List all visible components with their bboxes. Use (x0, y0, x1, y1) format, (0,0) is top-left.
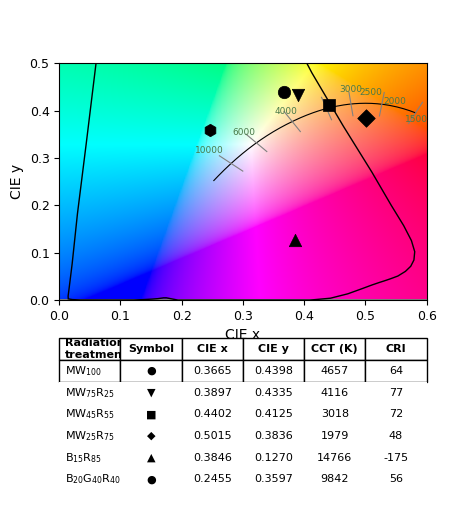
Text: 2500: 2500 (359, 88, 382, 97)
Point (325, 100, 333, 109)
X-axis label: CIE x: CIE x (225, 328, 261, 342)
Text: 4000: 4000 (275, 107, 298, 116)
Text: 2000: 2000 (384, 97, 407, 106)
Text: 3000: 3000 (340, 85, 363, 94)
Point (294, 90, 301, 99)
Text: 1500: 1500 (405, 115, 428, 124)
Point (280, 87, 287, 96)
Y-axis label: CIE y: CIE y (10, 164, 24, 199)
Point (206, 125, 213, 134)
Point (291, 236, 299, 244)
Text: 6000: 6000 (232, 128, 255, 137)
Point (363, 114, 370, 123)
Text: 10000: 10000 (194, 146, 223, 155)
